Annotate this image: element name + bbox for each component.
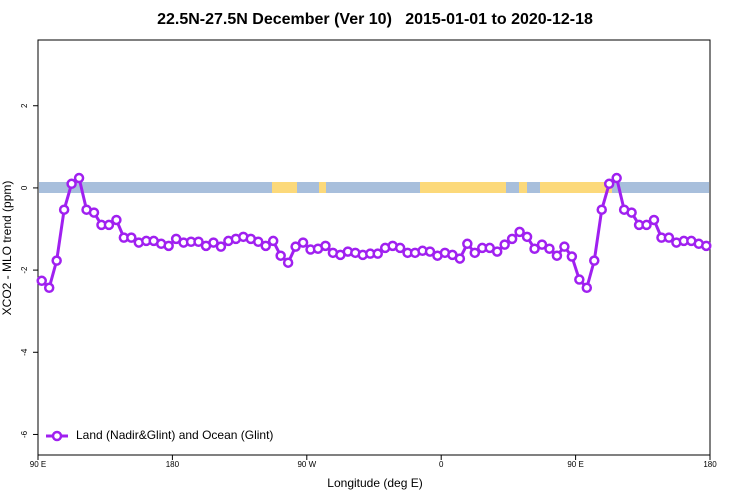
land-band <box>420 182 506 193</box>
data-point <box>297 237 309 248</box>
data-point <box>491 246 503 257</box>
x-tick-label: 180 <box>166 460 180 469</box>
data-point <box>290 241 301 252</box>
y-axis-label: XCO2 - MLO trend (ppm) <box>0 181 14 316</box>
data-point <box>372 248 383 259</box>
data-point <box>163 240 174 252</box>
data-point <box>566 251 578 262</box>
data-point <box>581 282 593 294</box>
chart-title: 22.5N-27.5N December (Ver 10) 2015-01-01… <box>157 11 593 28</box>
data-point <box>58 204 70 215</box>
data-point <box>611 172 622 184</box>
ocean-band <box>39 182 709 193</box>
legend-marker <box>51 430 63 442</box>
data-point <box>589 255 600 266</box>
data-point <box>193 236 204 247</box>
data-point <box>529 243 540 254</box>
data-point <box>499 239 510 250</box>
data-point <box>701 240 712 252</box>
data-point <box>320 240 331 252</box>
data-point <box>596 204 607 215</box>
data-point <box>103 219 115 231</box>
data-point <box>88 207 100 218</box>
land-band <box>540 182 612 193</box>
x-tick-label: 90 W <box>297 460 316 469</box>
data-point <box>454 253 466 264</box>
data-point <box>43 282 55 294</box>
data-point <box>469 247 481 259</box>
data-point <box>626 207 637 218</box>
land-band <box>519 182 527 193</box>
data-point <box>208 237 219 248</box>
data-point <box>663 232 675 243</box>
data-point <box>521 231 533 243</box>
data-point <box>36 275 47 287</box>
legend-item: Land (Nadir&Glint) and Ocean (Glint) <box>46 428 273 442</box>
data-point <box>536 239 548 250</box>
data-point <box>253 236 264 247</box>
data-point <box>603 178 615 190</box>
y-tick-label: 0 <box>20 185 29 190</box>
data-point <box>126 232 137 243</box>
data-point <box>544 243 555 254</box>
x-tick-label: 180 <box>703 460 717 469</box>
land-band <box>319 182 326 193</box>
data-line <box>40 176 707 290</box>
data-point <box>648 214 660 226</box>
data-point <box>275 250 286 261</box>
data-point <box>514 226 525 238</box>
data-point <box>51 255 62 266</box>
x-axis-label: Longitude (deg E) <box>327 476 422 490</box>
data-point <box>215 241 227 252</box>
data-point <box>260 240 271 252</box>
data-point <box>641 219 652 231</box>
data-point <box>424 246 436 257</box>
x-tick-label: 90 E <box>567 460 583 469</box>
data-point <box>66 178 77 190</box>
data-point <box>574 274 585 285</box>
legend-label: Land (Nadir&Glint) and Ocean (Glint) <box>76 428 273 442</box>
data-point <box>267 235 279 247</box>
data-point <box>559 241 570 252</box>
data-point <box>73 172 85 184</box>
data-point <box>111 214 122 226</box>
data-point <box>282 257 294 268</box>
y-tick-label: -4 <box>20 348 29 356</box>
y-tick-label: -6 <box>20 430 29 438</box>
x-tick-label: 90 E <box>30 460 46 469</box>
data-point <box>394 242 406 254</box>
land-band <box>272 182 297 193</box>
y-tick-label: 2 <box>20 103 29 108</box>
y-tick-label: -2 <box>20 266 29 274</box>
data-point <box>551 250 563 261</box>
surface-band <box>39 182 709 193</box>
data-point <box>506 233 518 245</box>
x-tick-label: 0 <box>439 460 444 469</box>
data-point <box>462 238 473 250</box>
